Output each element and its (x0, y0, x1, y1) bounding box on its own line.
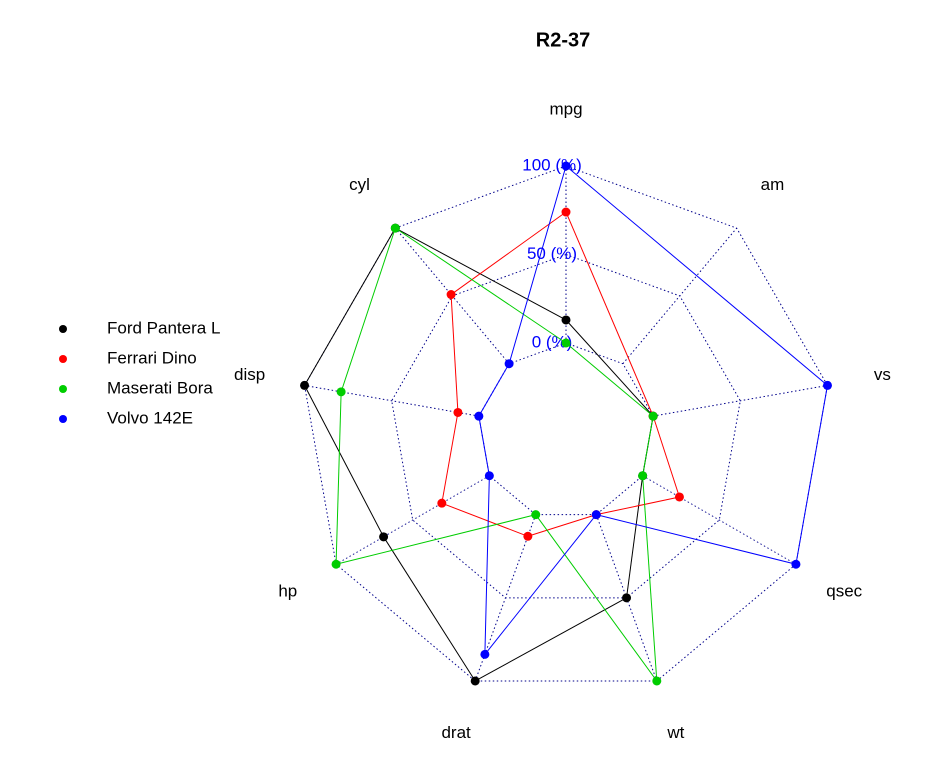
data-point (504, 359, 514, 369)
radial-axis (653, 384, 828, 417)
legend-marker (59, 385, 67, 393)
grid-line (478, 342, 654, 516)
series-edge (535, 514, 658, 682)
axis-label: drat (441, 723, 471, 742)
data-point (561, 315, 571, 325)
data-point (652, 676, 662, 686)
data-point (822, 380, 832, 390)
series-edge (565, 165, 828, 386)
series-edge (626, 475, 644, 598)
series-edge (395, 227, 567, 321)
data-point (638, 471, 648, 481)
radial-axis (304, 384, 479, 417)
series-edge (527, 514, 597, 537)
tick-label: 50 (%) (527, 244, 577, 263)
legend-marker (59, 325, 67, 333)
series-edge (565, 342, 654, 417)
data-point (390, 223, 400, 233)
data-point (591, 510, 601, 520)
legend-marker (59, 415, 67, 423)
data-point (484, 471, 494, 481)
axis-label: am (761, 175, 785, 194)
series-edge (484, 475, 490, 655)
series-edge (642, 416, 654, 476)
axis-label: disp (234, 365, 265, 384)
legend-label: Ferrari Dino (107, 348, 197, 367)
series-edge (565, 211, 654, 417)
series-edge (478, 363, 510, 417)
series-edge (304, 227, 396, 386)
data-point (453, 407, 463, 417)
series-edge (642, 475, 658, 682)
series-edge (304, 385, 385, 538)
series-edge (335, 391, 342, 565)
axis-label: vs (874, 365, 891, 384)
series-edge (478, 416, 490, 476)
data-point (791, 559, 801, 569)
axis-label: hp (278, 582, 297, 601)
series-edge (596, 496, 680, 516)
axis-label: qsec (826, 582, 862, 601)
chart-title: R2-37 (536, 29, 590, 51)
radial-axis (642, 475, 797, 565)
data-point (622, 593, 632, 603)
data-point (523, 531, 533, 541)
axis-label: wt (666, 723, 684, 742)
data-point (561, 161, 571, 171)
series-edge (441, 412, 459, 504)
grid-line (391, 253, 741, 599)
series-edge (652, 415, 680, 498)
series-edge (335, 514, 536, 565)
data-point (379, 532, 389, 542)
series-edge (474, 597, 627, 682)
legend-label: Maserati Bora (107, 378, 213, 397)
series-edge (508, 165, 567, 364)
radial-axis (335, 475, 490, 565)
data-point (474, 411, 484, 421)
data-point (470, 676, 480, 686)
data-point (437, 498, 447, 508)
series-edge (596, 514, 797, 565)
series-edge (383, 536, 476, 682)
data-point (336, 387, 346, 397)
series-edge (395, 227, 567, 344)
series-edge (340, 227, 396, 393)
data-point (561, 207, 571, 217)
data-point (648, 411, 658, 421)
data-point (561, 338, 571, 348)
data-point (531, 510, 541, 520)
series-edge (441, 502, 529, 537)
series-edge (484, 514, 597, 655)
data-point (300, 380, 310, 390)
axis-label: mpg (549, 100, 582, 119)
legend-marker (59, 355, 67, 363)
series-edge (795, 385, 828, 565)
legend-label: Ford Pantera L (107, 318, 220, 337)
data-point (331, 559, 341, 569)
axis-label: cyl (349, 175, 370, 194)
data-point (674, 492, 684, 502)
series-edge (450, 211, 567, 295)
data-point (480, 649, 490, 659)
series-edge (450, 294, 459, 413)
legend-label: Volvo 142E (107, 408, 193, 427)
series-edge (565, 319, 654, 417)
tick-label: 0 (%) (532, 332, 573, 351)
data-point (446, 290, 456, 300)
